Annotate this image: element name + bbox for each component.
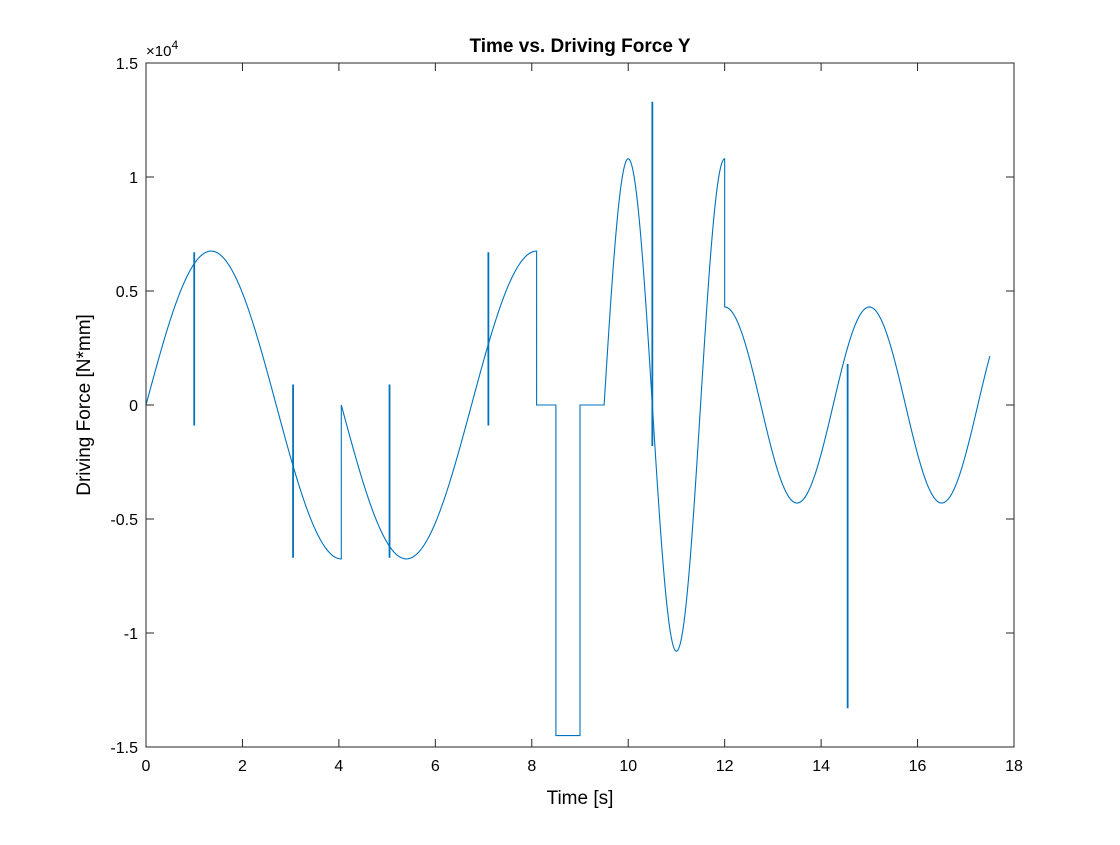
x-tick-label: 10 <box>619 758 637 775</box>
y-tick-label: -0.5 <box>110 512 138 529</box>
x-tick-label: 12 <box>716 758 734 775</box>
x-tick-label: 2 <box>238 758 247 775</box>
y-tick-label: -1 <box>124 626 138 643</box>
y-axis-ticks: 1.5 1 0.5 0 -0.5 -1 -1.5 <box>110 56 1014 757</box>
y-tick-label: 1.5 <box>116 56 138 73</box>
x-tick-label: 16 <box>909 758 927 775</box>
y-tick-label: 0.5 <box>116 284 138 301</box>
y-tick-label: 1 <box>129 170 138 187</box>
x-tick-label: 4 <box>334 758 343 775</box>
y-axis-label: Driving Force [N*mm] <box>74 314 95 496</box>
x-tick-label: 18 <box>1005 758 1023 775</box>
y-axis-exponent-power: 4 <box>171 38 178 52</box>
series-line <box>145 157 991 737</box>
chart-title: Time vs. Driving Force Y <box>469 36 690 57</box>
x-tick-label: 8 <box>527 758 536 775</box>
x-tick-label: 0 <box>142 758 151 775</box>
series-layer <box>145 101 991 737</box>
y-tick-label: 0 <box>129 398 138 415</box>
y-axis-exponent-base: ×10 <box>146 43 171 60</box>
x-tick-label: 14 <box>812 758 830 775</box>
y-tick-label: -1.5 <box>110 740 138 757</box>
y-axis-exponent: ×104 <box>146 38 178 60</box>
x-axis-label: Time [s] <box>547 788 614 809</box>
x-axis-ticks: 0 2 4 6 8 10 12 14 16 18 <box>142 63 1023 775</box>
x-tick-label: 6 <box>431 758 440 775</box>
